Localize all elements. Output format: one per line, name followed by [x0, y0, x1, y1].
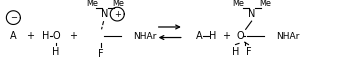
Text: H: H — [52, 47, 60, 57]
Text: +: + — [69, 31, 77, 41]
Text: A: A — [196, 31, 203, 41]
Text: N: N — [248, 9, 256, 19]
Text: Me: Me — [112, 0, 124, 8]
Text: H: H — [209, 31, 216, 41]
Text: H: H — [42, 31, 49, 41]
Text: +: + — [114, 10, 121, 19]
Text: NHAr: NHAr — [133, 32, 156, 41]
Text: Me: Me — [259, 0, 271, 8]
Text: N: N — [101, 9, 109, 19]
Text: Me: Me — [86, 0, 98, 8]
Text: H: H — [232, 47, 239, 57]
Text: F: F — [98, 49, 104, 59]
Text: Me: Me — [233, 0, 245, 8]
Text: F: F — [246, 47, 251, 57]
Text: A: A — [10, 31, 17, 41]
Text: +: + — [222, 31, 230, 41]
Text: O: O — [52, 31, 60, 41]
Text: +: + — [26, 31, 34, 41]
Text: −: − — [10, 13, 17, 22]
Text: O: O — [237, 31, 245, 41]
Text: NHAr: NHAr — [276, 32, 300, 41]
